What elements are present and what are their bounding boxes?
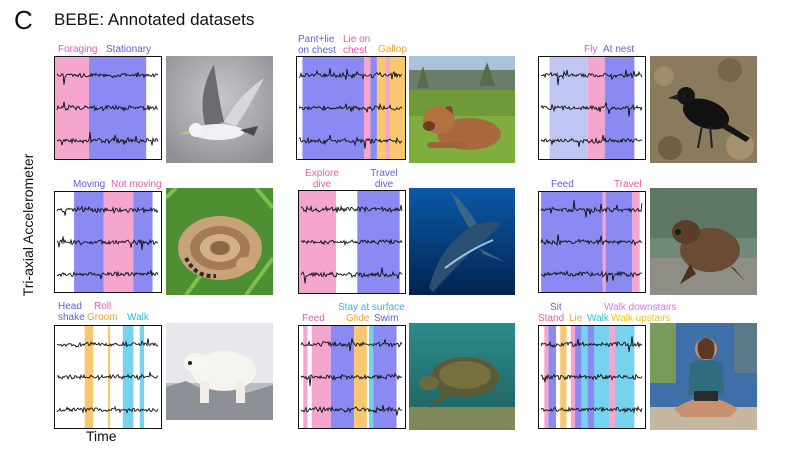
label-groom: Groom bbox=[87, 312, 118, 323]
accelerometer-trace bbox=[540, 336, 643, 352]
label-foraging: Foraging bbox=[58, 44, 98, 55]
accelerometer-trace bbox=[300, 267, 403, 284]
accelerometer-trace bbox=[56, 236, 159, 251]
signal-traces bbox=[298, 57, 405, 159]
accelerometer-trace bbox=[56, 338, 159, 348]
accelerometer-trace bbox=[540, 199, 643, 218]
accelerometer-trace bbox=[56, 269, 159, 280]
behavior-band bbox=[122, 326, 134, 428]
rattlesnake-photo bbox=[166, 188, 273, 295]
behavior-band bbox=[632, 192, 640, 292]
dog-photo bbox=[409, 56, 515, 163]
label-feed-turtle: Feed bbox=[302, 313, 325, 324]
accelerometer-trace bbox=[298, 102, 403, 113]
signal-traces bbox=[540, 192, 643, 292]
label-head-shake: Head shake bbox=[58, 301, 85, 323]
signal-traces bbox=[300, 326, 403, 428]
behavior-band bbox=[368, 326, 374, 428]
accelerometer-trace bbox=[300, 338, 403, 352]
accelerometer-trace bbox=[56, 205, 159, 216]
signal-traces bbox=[56, 326, 159, 428]
label-travel-dive: Travel dive bbox=[370, 168, 398, 190]
behavior-band bbox=[370, 57, 377, 159]
behavior-band bbox=[330, 326, 355, 428]
label-stationary: Stationary bbox=[106, 44, 152, 55]
dog-signal-plot bbox=[296, 56, 406, 160]
accelerometer-trace bbox=[56, 405, 159, 414]
label-roll: Roll bbox=[94, 301, 112, 312]
turtle-photo bbox=[409, 323, 515, 430]
label-pant-lie: Pant+lie on chest bbox=[298, 34, 336, 56]
accelerometer-trace bbox=[540, 102, 643, 117]
behavior-band bbox=[575, 326, 582, 428]
gull-signal-plot bbox=[54, 56, 162, 160]
label-travel-seal: Travel bbox=[614, 179, 642, 190]
signal-traces bbox=[540, 326, 643, 428]
label-walk-human: Walk bbox=[587, 313, 609, 324]
signal-traces bbox=[540, 57, 643, 159]
accelerometer-trace bbox=[540, 270, 643, 282]
label-walk-downstairs: Walk downstairs bbox=[604, 302, 677, 313]
whale-photo bbox=[409, 188, 515, 295]
accelerometer-trace bbox=[300, 204, 403, 214]
label-stand: Stand bbox=[538, 313, 565, 324]
label-moving: Moving bbox=[73, 179, 106, 190]
turtle-signal-plot bbox=[298, 325, 406, 429]
behavior-band bbox=[363, 57, 371, 159]
accelerometer-trace bbox=[540, 373, 643, 383]
x-axis-label: Time bbox=[86, 428, 117, 444]
behavior-band bbox=[570, 326, 576, 428]
label-gallop: Gallop bbox=[378, 44, 407, 55]
accelerometer-trace bbox=[298, 134, 403, 149]
behavior-band bbox=[608, 326, 616, 428]
label-sit: Sit bbox=[550, 302, 562, 313]
accelerometer-trace bbox=[298, 68, 403, 80]
label-lie-on-chest: Lie on chest bbox=[343, 34, 371, 56]
human-signal-plot bbox=[538, 325, 646, 429]
accelerometer-trace bbox=[300, 372, 403, 387]
polar-bear-signal-plot bbox=[54, 325, 162, 429]
behavior-band bbox=[373, 326, 397, 428]
accelerometer-trace bbox=[56, 370, 159, 382]
accelerometer-trace bbox=[300, 238, 403, 247]
accelerometer-trace bbox=[540, 69, 643, 86]
accelerometer-trace bbox=[56, 72, 159, 85]
rattlesnake-signal-plot bbox=[54, 191, 162, 293]
signal-traces bbox=[56, 192, 159, 292]
behavior-band bbox=[84, 326, 94, 428]
gull-photo bbox=[166, 56, 273, 163]
label-swim: Swim bbox=[374, 313, 399, 324]
accelerometer-trace bbox=[56, 101, 159, 113]
crow-photo bbox=[650, 56, 757, 163]
label-walk-upstairs: Walk upstairs bbox=[611, 313, 671, 324]
signal-traces bbox=[299, 191, 403, 293]
panel-letter: C bbox=[14, 5, 33, 35]
behavior-band bbox=[602, 192, 606, 292]
accelerometer-trace bbox=[300, 405, 402, 416]
label-at-nest: At nest bbox=[603, 44, 635, 55]
label-not-moving: Not moving bbox=[111, 179, 162, 190]
signal-traces bbox=[55, 57, 159, 159]
figure-title: BEBE: Annotated datasets bbox=[54, 10, 255, 29]
label-fly: Fly bbox=[584, 44, 598, 55]
accelerometer-trace bbox=[540, 405, 643, 414]
crow-signal-plot bbox=[538, 56, 646, 160]
label-lie: Lie bbox=[569, 313, 583, 324]
label-stay-at-surface: Stay at surface bbox=[338, 302, 405, 313]
accelerometer-trace bbox=[540, 135, 643, 147]
label-feed-seal: Feed bbox=[551, 179, 574, 190]
polar-bear-photo bbox=[166, 323, 273, 420]
accelerometer-trace bbox=[56, 131, 159, 146]
seal-signal-plot bbox=[538, 191, 646, 293]
whale-signal-plot bbox=[298, 190, 406, 294]
human-photo bbox=[650, 323, 757, 430]
seal-photo bbox=[650, 188, 757, 295]
accelerometer-trace bbox=[540, 234, 643, 247]
label-explore-dive: Explore dive bbox=[305, 168, 339, 190]
behavior-band bbox=[139, 326, 145, 428]
label-walk-bear: Walk bbox=[127, 312, 149, 323]
label-glide: Glide bbox=[346, 313, 370, 324]
